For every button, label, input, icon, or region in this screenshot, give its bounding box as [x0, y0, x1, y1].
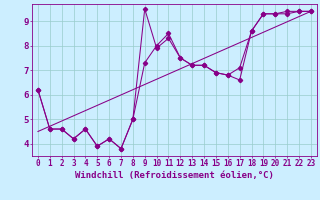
- X-axis label: Windchill (Refroidissement éolien,°C): Windchill (Refroidissement éolien,°C): [75, 171, 274, 180]
